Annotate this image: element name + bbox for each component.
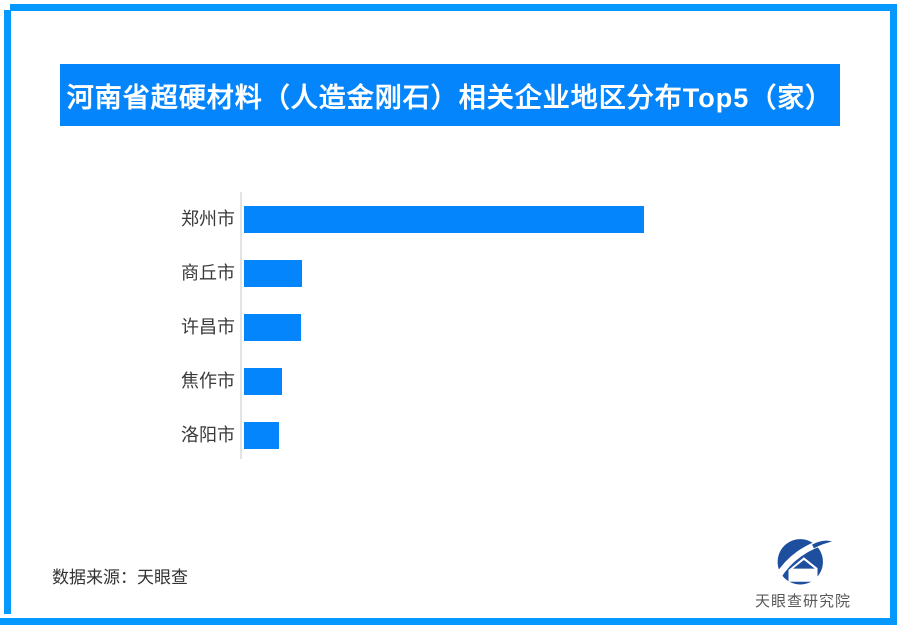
bar (244, 206, 644, 233)
bar-row: 郑州市 (0, 206, 898, 233)
y-axis-line (240, 192, 242, 459)
frame-border-right (890, 4, 897, 625)
frame-border-bottom (0, 618, 897, 625)
tianyancha-logo: 天眼查研究院 (745, 532, 861, 611)
bar-row: 洛阳市 (0, 422, 898, 449)
category-label: 商丘市 (181, 263, 235, 283)
chart-title: 河南省超硬材料（人造金刚石）相关企业地区分布Top5（家） (66, 82, 834, 113)
bar (244, 422, 279, 449)
bar (244, 314, 301, 341)
tianyancha-logo-icon (774, 536, 832, 585)
chart-title-banner: 河南省超硬材料（人造金刚石）相关企业地区分布Top5（家） (60, 64, 840, 126)
category-label: 郑州市 (181, 209, 235, 229)
frame-border-left (4, 10, 11, 614)
frame-border-top (10, 4, 897, 11)
bar (244, 260, 302, 287)
data-source-label: 数据来源：天眼查 (52, 568, 188, 587)
bar-row: 许昌市 (0, 314, 898, 341)
category-label: 洛阳市 (181, 425, 235, 445)
bar-row: 焦作市 (0, 368, 898, 395)
bar (244, 368, 282, 395)
tianyancha-logo-text: 天眼查研究院 (754, 593, 851, 610)
category-label: 焦作市 (181, 371, 235, 391)
category-label: 许昌市 (181, 317, 235, 337)
bar-row: 商丘市 (0, 260, 898, 287)
